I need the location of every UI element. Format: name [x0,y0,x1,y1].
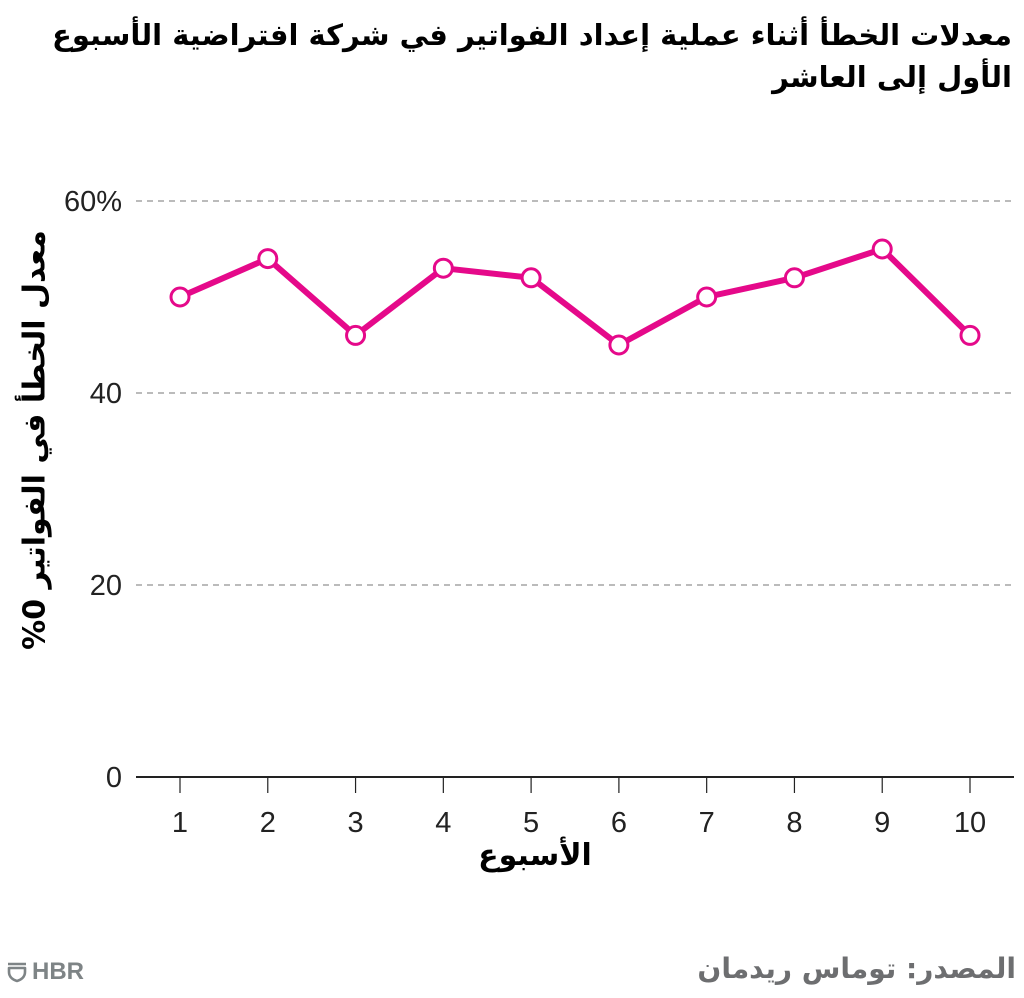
x-tick-label: 1 [172,807,188,839]
data-series [169,238,981,356]
data-point-marker [608,334,630,356]
data-point-marker [257,248,279,270]
chart-title: معدلات الخطأ أثناء عملية إعداد الفواتير … [52,18,1012,94]
data-point-marker [696,286,718,308]
data-point-marker [520,267,542,289]
data-point-marker [871,238,893,260]
x-tick-label: 3 [347,807,363,839]
hbr-logo: HBR [6,958,84,986]
data-point-marker [345,324,367,346]
x-tick-label: 4 [435,807,451,839]
x-tick-label: 8 [786,807,802,839]
series-line [178,245,973,349]
data-point-marker [959,324,981,346]
x-tick-label: 9 [874,807,890,839]
x-tick-label: 5 [523,807,539,839]
y-tick-label: 20 [90,570,122,602]
y-tick-label: 60% [64,186,122,218]
x-tick-label: 10 [954,807,986,839]
data-point-marker [432,257,454,279]
x-axis-label: الأسبوع [478,838,592,873]
logo-text: HBR [32,958,84,985]
gridlines [136,200,1014,586]
x-axis: 1 2 3 4 5 6 7 8 9 10 [136,776,1014,839]
data-point-marker [169,286,191,308]
y-tick-label: 40 [90,378,122,410]
x-tick-label: 6 [611,807,627,839]
y-axis-label-container: معدل الخطأ في الفواتير 0% [10,210,60,670]
shield-icon [7,962,27,983]
x-tick-label: 7 [699,807,715,839]
data-point-marker [783,267,805,289]
y-tick-label: 0 [106,762,122,794]
source-credit: المصدر: توماس ريدمان [697,952,1016,985]
x-tick-label: 2 [260,807,276,839]
y-axis-label: معدل الخطأ في الفواتير 0% [17,230,53,650]
y-axis-ticks: 0 20 40 60% [64,186,122,794]
